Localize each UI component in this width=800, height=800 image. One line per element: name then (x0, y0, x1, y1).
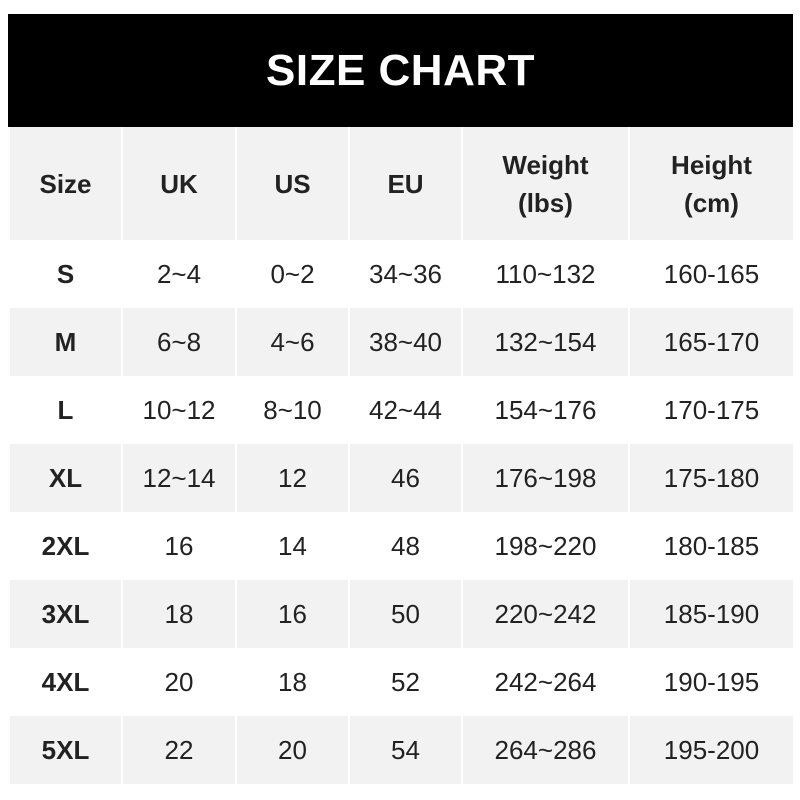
size-chart-title: SIZE CHART (8, 14, 793, 127)
table-cell: 175-180 (628, 444, 795, 512)
table-cell: 154~176 (461, 376, 630, 444)
table-cell: 20 (121, 648, 237, 716)
table-cell: 16 (235, 580, 350, 648)
size-cell: M (8, 308, 123, 376)
table-cell: 12 (235, 444, 350, 512)
table-cell: 220~242 (461, 580, 630, 648)
table-cell: 4~6 (235, 308, 350, 376)
table-row: S 2~4 0~2 34~36 110~132 160-165 (8, 240, 795, 308)
column-header: US (235, 127, 350, 240)
table-row: 3XL 18 16 50 220~242 185-190 (8, 580, 795, 648)
table-cell: 50 (348, 580, 463, 648)
table-cell: 176~198 (461, 444, 630, 512)
table-cell: 38~40 (348, 308, 463, 376)
header-text: (lbs) (518, 187, 573, 218)
table-cell: 52 (348, 648, 463, 716)
table-cell: 160-165 (628, 240, 795, 308)
table-cell: 170-175 (628, 376, 795, 444)
table-cell: 165-170 (628, 308, 795, 376)
size-cell: 4XL (8, 648, 123, 716)
table-row: 5XL 22 20 54 264~286 195-200 (8, 716, 795, 784)
table-row: XL 12~14 12 46 176~198 175-180 (8, 444, 795, 512)
size-cell: S (8, 240, 123, 308)
size-cell: 2XL (8, 512, 123, 580)
table-cell: 2~4 (121, 240, 237, 308)
table-cell: 132~154 (461, 308, 630, 376)
column-header: Height (cm) (628, 127, 795, 240)
table-cell: 18 (121, 580, 237, 648)
table-cell: 198~220 (461, 512, 630, 580)
table-cell: 10~12 (121, 376, 237, 444)
header-text: EU (387, 168, 424, 199)
size-cell: XL (8, 444, 123, 512)
size-cell: 3XL (8, 580, 123, 648)
column-header: Size (8, 127, 123, 240)
size-cell: 5XL (8, 716, 123, 784)
table-cell: 12~14 (121, 444, 237, 512)
table-cell: 48 (348, 512, 463, 580)
header-row: Size UK US EU Weight (lbs) Height (cm) (8, 127, 795, 240)
header-text: US (274, 168, 311, 199)
header-text: UK (160, 168, 198, 199)
size-cell: L (8, 376, 123, 444)
table-cell: 6~8 (121, 308, 237, 376)
table-cell: 54 (348, 716, 463, 784)
column-header: UK (121, 127, 237, 240)
table-cell: 0~2 (235, 240, 350, 308)
table-cell: 34~36 (348, 240, 463, 308)
table-cell: 42~44 (348, 376, 463, 444)
table-cell: 8~10 (235, 376, 350, 444)
table-cell: 20 (235, 716, 350, 784)
table-row: M 6~8 4~6 38~40 132~154 165-170 (8, 308, 795, 376)
table-cell: 242~264 (461, 648, 630, 716)
column-header: Weight (lbs) (461, 127, 630, 240)
table-cell: 14 (235, 512, 350, 580)
table-row: L 10~12 8~10 42~44 154~176 170-175 (8, 376, 795, 444)
header-text: Weight (502, 149, 589, 180)
table-row: 2XL 16 14 48 198~220 180-185 (8, 512, 795, 580)
header-text: (cm) (684, 187, 739, 218)
table-cell: 264~286 (461, 716, 630, 784)
table-row: 4XL 20 18 52 242~264 190-195 (8, 648, 795, 716)
table-cell: 22 (121, 716, 237, 784)
column-header: EU (348, 127, 463, 240)
table-cell: 18 (235, 648, 350, 716)
header-text: Size (39, 168, 92, 199)
table-cell: 180-185 (628, 512, 795, 580)
header-text: Height (671, 149, 752, 180)
table-cell: 110~132 (461, 240, 630, 308)
table-cell: 190-195 (628, 648, 795, 716)
table-cell: 46 (348, 444, 463, 512)
table-cell: 185-190 (628, 580, 795, 648)
size-table: Size UK US EU Weight (lbs) Height (cm) S 2~4 0~2 3… (8, 127, 795, 784)
table-cell: 195-200 (628, 716, 795, 784)
table-cell: 16 (121, 512, 237, 580)
